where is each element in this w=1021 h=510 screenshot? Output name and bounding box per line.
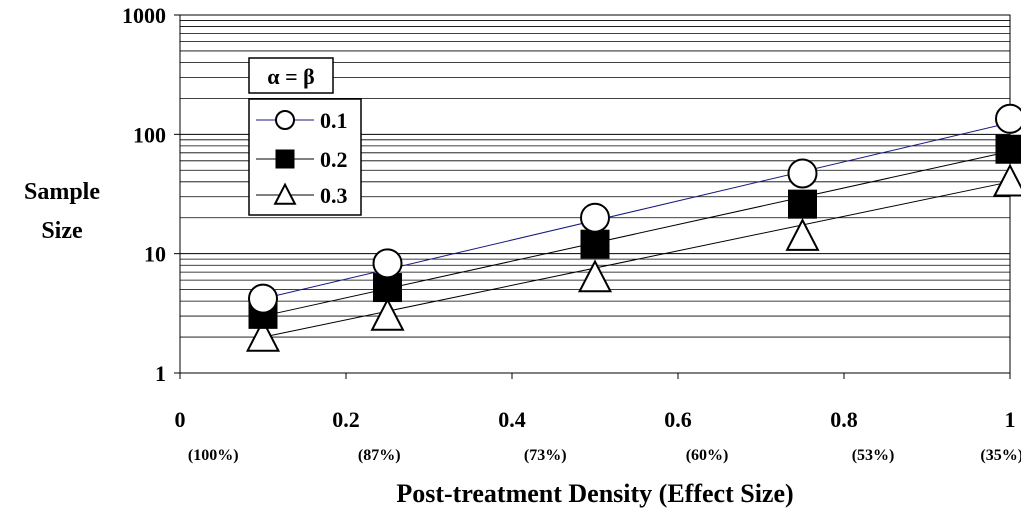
- x-tick-label: 0.4: [498, 407, 526, 432]
- axes: 1 10 100 1000 0 0.2 0.4 0.6 0.8 1 (100%) (87%) (73%)…: [122, 3, 1021, 464]
- x-sublabel: (60%): [686, 447, 729, 464]
- legend-label: 0.2: [320, 147, 348, 172]
- marker-square: [275, 149, 295, 169]
- marker-square: [580, 229, 610, 259]
- y-tick-label: 1000: [122, 3, 166, 28]
- legend-box: [248, 98, 362, 216]
- legend-title-box: [248, 57, 334, 94]
- legend: α = β 0.1 0.2 0.3: [248, 57, 362, 216]
- marker-circle: [995, 103, 1021, 134]
- x-tick-label: 0.6: [664, 407, 692, 432]
- marker-triangle: [273, 182, 297, 205]
- marker-circle: [580, 202, 610, 233]
- x-tick-label: 0.8: [830, 407, 858, 432]
- x-sublabel: (53%): [852, 447, 895, 464]
- series-layer: [245, 103, 1021, 352]
- y-tick-label: 1: [155, 361, 166, 386]
- y-tick-label: 10: [144, 242, 166, 267]
- marker-triangle: [577, 259, 613, 293]
- marker-triangle: [370, 297, 405, 331]
- marker-square: [995, 134, 1021, 164]
- x-sublabel: (87%): [358, 447, 401, 464]
- x-tick-label: 1: [1005, 407, 1016, 432]
- x-sublabel: (35%): [980, 447, 1021, 464]
- legend-title: α = β: [267, 64, 314, 89]
- marker-circle: [275, 110, 295, 130]
- marker-triangle: [992, 163, 1021, 197]
- marker-triangle: [785, 217, 820, 251]
- y-axis-label-line1: Sample: [24, 179, 100, 205]
- marker-square: [788, 189, 817, 219]
- marker-triangle: [245, 318, 281, 352]
- legend-label: 0.1: [320, 108, 348, 133]
- legend-items: 0.1 0.2 0.3: [256, 108, 348, 208]
- x-axis-label: Post-treatment Density (Effect Size): [396, 479, 793, 508]
- marker-circle: [787, 158, 818, 189]
- y-axis-label-line2: Size: [41, 218, 83, 244]
- marker-circle: [372, 248, 403, 279]
- marker-circle: [248, 283, 278, 314]
- x-sublabel: (73%): [524, 447, 567, 464]
- x-tick-label: 0: [175, 407, 186, 432]
- y-tick-label: 100: [133, 122, 166, 147]
- x-sublabel: (100%): [188, 447, 239, 464]
- x-tick-label: 0.2: [332, 407, 360, 432]
- legend-label: 0.3: [320, 183, 348, 208]
